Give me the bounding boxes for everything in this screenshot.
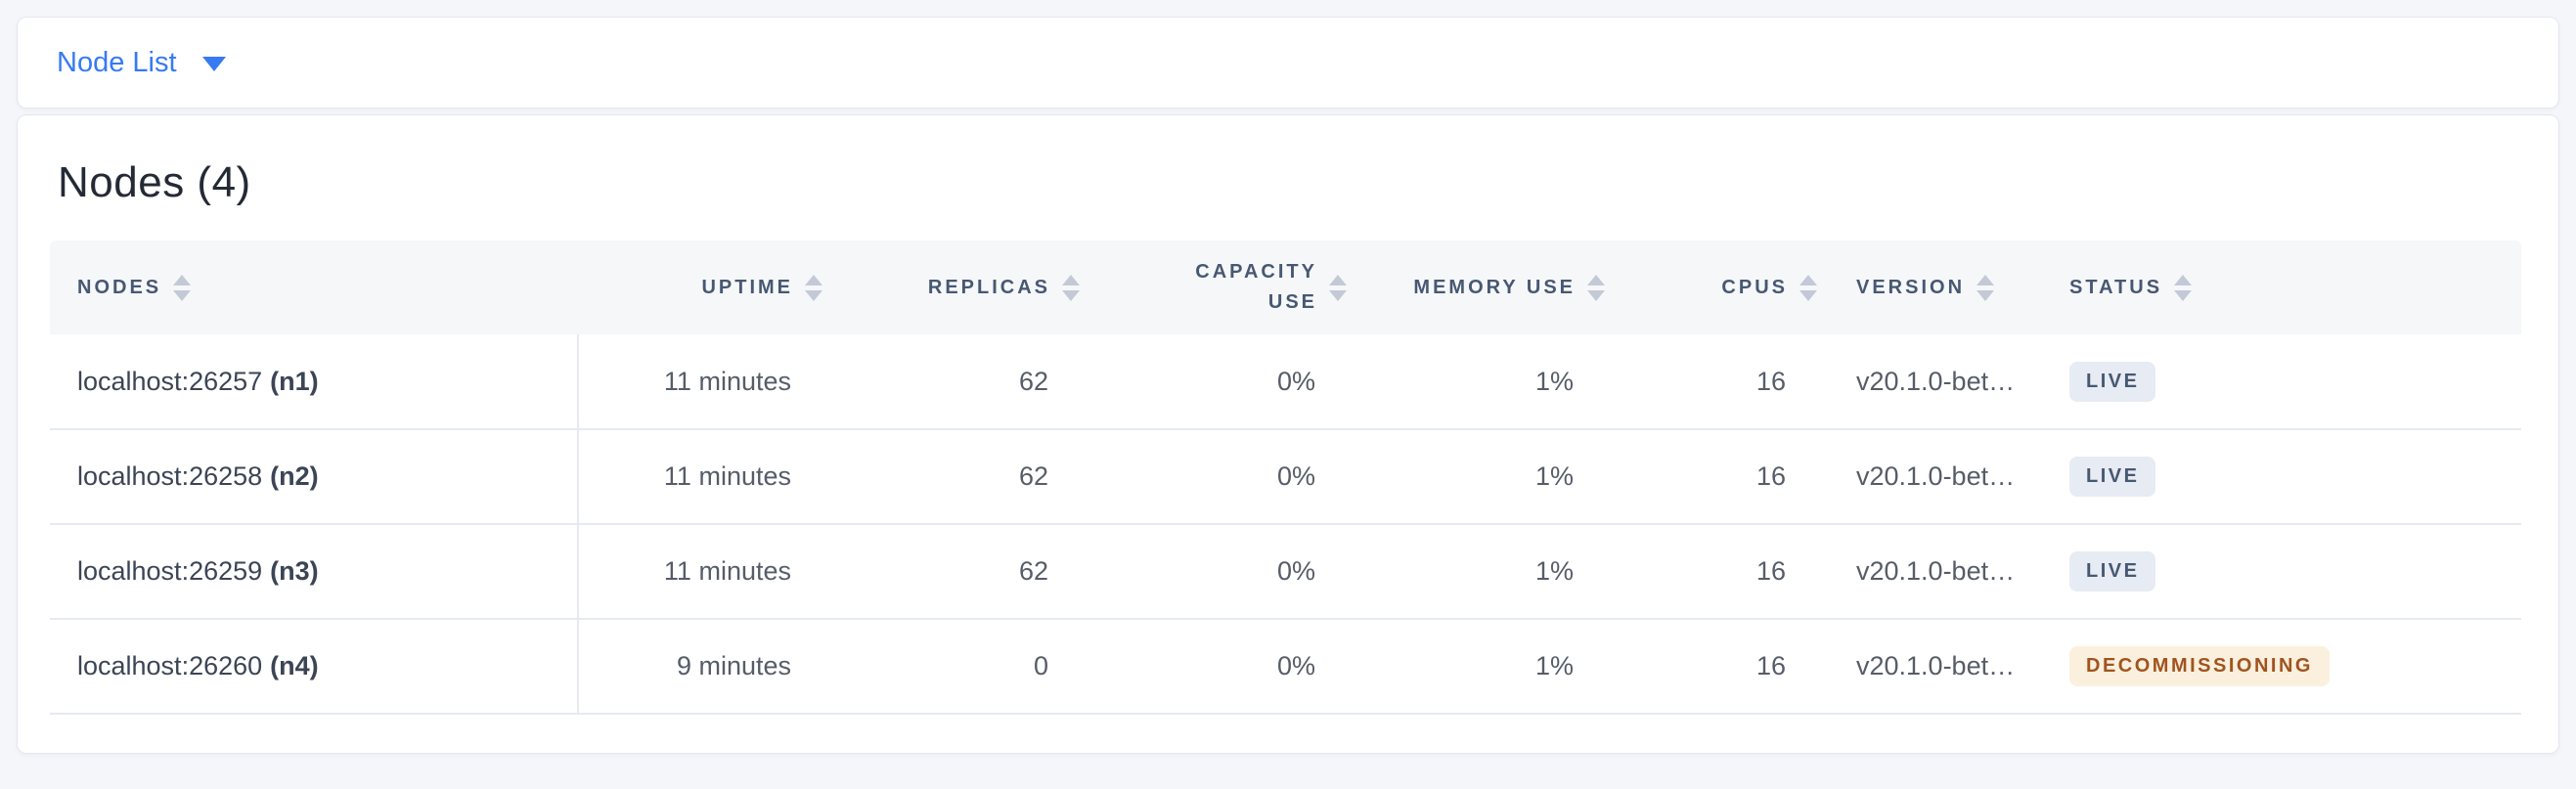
cpus-cell: 16 (1605, 334, 1817, 429)
node-address: localhost:26259 (77, 556, 263, 586)
replicas-cell: 0 (822, 619, 1080, 714)
replicas-cell: 62 (822, 334, 1080, 429)
node-address: localhost:26257 (77, 366, 263, 396)
table-row: localhost:26260 (n4) 9 minutes 0 0% 1% 16… (50, 619, 2521, 714)
node-id: (n2) (270, 461, 319, 491)
column-label: CPUS (1721, 276, 1788, 298)
status-cell: LIVE (2062, 524, 2521, 619)
uptime-cell: 11 minutes (578, 524, 822, 619)
capacity-use-cell: 0% (1080, 619, 1347, 714)
status-badge: LIVE (2069, 361, 2156, 402)
sort-icon (1587, 274, 1605, 301)
memory-use-cell: 1% (1347, 524, 1605, 619)
table-header-row: NODES UPTIME REPLICAS (50, 241, 2521, 334)
node-id: (n3) (270, 556, 319, 586)
column-header-memory-use[interactable]: MEMORY USE (1347, 241, 1605, 334)
sort-icon (1976, 274, 1995, 301)
memory-use-cell: 1% (1347, 619, 1605, 714)
node-address-cell: localhost:26257 (n1) (50, 334, 579, 429)
node-address-cell: localhost:26258 (n2) (50, 429, 579, 524)
sort-icon (1329, 274, 1347, 301)
column-label: MEMORY USE (1413, 276, 1576, 298)
status-cell: LIVE (2062, 429, 2521, 524)
node-address: localhost:26260 (77, 651, 263, 680)
table-row: localhost:26259 (n3) 11 minutes 62 0% 1% … (50, 524, 2521, 619)
column-label: STATUS (2069, 276, 2163, 298)
uptime-cell: 11 minutes (578, 334, 822, 429)
view-selector-dropdown[interactable]: Node List (57, 47, 226, 79)
sort-icon (805, 274, 822, 301)
node-id: (n4) (270, 651, 319, 680)
capacity-use-cell: 0% (1080, 429, 1347, 524)
version-cell: v20.1.0-bet… (1817, 334, 2062, 429)
node-address-cell: localhost:26260 (n4) (50, 619, 579, 714)
cpus-cell: 16 (1605, 524, 1817, 619)
nodes-panel: Nodes (4) NODES UPTIME (17, 114, 2559, 754)
view-selector-bar: Node List (17, 17, 2559, 109)
version-cell: v20.1.0-bet… (1817, 429, 2062, 524)
column-header-version[interactable]: VERSION (1817, 241, 2062, 334)
status-badge: LIVE (2069, 457, 2156, 497)
column-header-status[interactable]: STATUS (2062, 241, 2521, 334)
memory-use-cell: 1% (1347, 429, 1605, 524)
column-header-capacity-use[interactable]: CAPACITY USE (1080, 241, 1347, 334)
version-cell: v20.1.0-bet… (1817, 524, 2062, 619)
cpus-cell: 16 (1605, 429, 1817, 524)
status-badge: DECOMMISSIONING (2069, 646, 2330, 686)
nodes-table: NODES UPTIME REPLICAS (50, 241, 2521, 715)
table-row: localhost:26257 (n1) 11 minutes 62 0% 1% … (50, 334, 2521, 429)
column-label: NODES (77, 276, 162, 298)
page-title: Nodes (4) (58, 158, 251, 206)
view-selector-label: Node List (57, 46, 177, 78)
table-row: localhost:26258 (n2) 11 minutes 62 0% 1% … (50, 429, 2521, 524)
capacity-use-cell: 0% (1080, 524, 1347, 619)
uptime-cell: 9 minutes (578, 619, 822, 714)
column-label: VERSION (1856, 276, 1966, 298)
sort-icon (1799, 274, 1817, 301)
node-id: (n1) (270, 366, 319, 396)
replicas-cell: 62 (822, 429, 1080, 524)
column-header-replicas[interactable]: REPLICAS (822, 241, 1080, 334)
cpus-cell: 16 (1605, 619, 1817, 714)
column-label: UPTIME (701, 276, 793, 298)
status-cell: LIVE (2062, 334, 2521, 429)
capacity-use-cell: 0% (1080, 334, 1347, 429)
sort-icon (2174, 274, 2193, 301)
sort-icon (173, 274, 192, 301)
column-label: CAPACITY USE (1195, 261, 1317, 313)
caret-down-icon (201, 57, 226, 71)
version-cell: v20.1.0-bet… (1817, 619, 2062, 714)
node-address-cell: localhost:26259 (n3) (50, 524, 579, 619)
column-header-nodes[interactable]: NODES (50, 241, 578, 334)
status-badge: LIVE (2069, 551, 2156, 592)
replicas-cell: 62 (822, 524, 1080, 619)
sort-icon (1062, 274, 1080, 301)
uptime-cell: 11 minutes (578, 429, 822, 524)
column-label: REPLICAS (927, 276, 1050, 298)
column-header-uptime[interactable]: UPTIME (578, 241, 822, 334)
node-address: localhost:26258 (77, 461, 263, 491)
column-header-cpus[interactable]: CPUS (1605, 241, 1817, 334)
status-cell: DECOMMISSIONING (2062, 619, 2521, 714)
memory-use-cell: 1% (1347, 334, 1605, 429)
